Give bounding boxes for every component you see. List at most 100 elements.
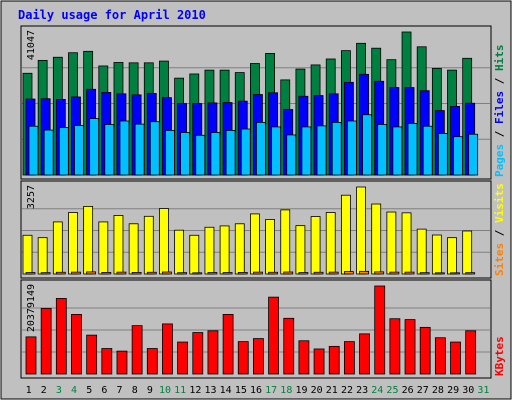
chart-panels: 41047 Pages / Files / Hits 3257 Sites / Vis…: [20, 25, 506, 379]
x-tick-label: 20: [311, 385, 323, 396]
x-tick-label: 25: [386, 385, 398, 396]
bar: [265, 219, 275, 275]
bar: [253, 271, 263, 275]
series-label-part: /: [493, 223, 506, 243]
bar: [89, 118, 100, 176]
bar: [55, 271, 66, 275]
x-tick-label: 17: [265, 385, 277, 396]
bar: [371, 203, 382, 275]
bar: [113, 215, 124, 275]
bar: [234, 223, 245, 275]
bar: [298, 272, 309, 275]
x-tick-label: 12: [189, 385, 201, 396]
bar: [52, 221, 63, 275]
bar: [419, 272, 430, 275]
bar: [43, 129, 54, 176]
x-tick-label: 14: [220, 385, 232, 396]
bar: [453, 136, 463, 176]
series-sites: [25, 270, 476, 275]
bar: [422, 125, 433, 176]
x-tick-label: 11: [174, 385, 186, 396]
bar: [134, 123, 145, 176]
bar: [283, 271, 294, 275]
bar: [192, 332, 204, 375]
bar: [131, 271, 142, 275]
x-tick-label: 28: [432, 385, 444, 396]
x-tick-label: 8: [132, 385, 138, 396]
panel-max-label: 3257: [26, 185, 37, 209]
bar: [253, 338, 264, 375]
x-tick-label: 19: [295, 385, 307, 396]
bar: [462, 230, 473, 275]
bar: [359, 333, 370, 375]
bar: [207, 272, 218, 275]
bar: [159, 208, 169, 275]
bar: [468, 133, 479, 176]
bar: [116, 271, 127, 275]
bar: [86, 271, 97, 275]
bar: [362, 114, 372, 176]
bar: [437, 133, 448, 176]
bar: [25, 336, 37, 375]
bar: [256, 121, 266, 176]
bar: [343, 271, 354, 275]
bar: [74, 125, 84, 176]
bar: [177, 341, 189, 375]
bar: [162, 271, 172, 275]
bar: [71, 271, 81, 275]
series-label-part: Hits: [493, 45, 506, 72]
bar: [295, 225, 306, 275]
bar: [434, 337, 446, 375]
bar: [143, 215, 154, 275]
bar: [313, 271, 324, 275]
series-label-part: /: [493, 71, 506, 91]
bar: [374, 285, 386, 375]
bar: [195, 134, 206, 176]
bar: [28, 125, 39, 176]
panel-max-label: 41047: [26, 30, 37, 60]
series-label-part: KBytes: [493, 336, 506, 376]
bar: [271, 126, 281, 176]
x-tick-label: 15: [235, 385, 247, 396]
x-axis-labels: 1 2 3 4 5 6 7 8 9 10 11 12 13 14 15 16 17 18 19 20 21 22 23 24 2…: [26, 385, 490, 396]
bar: [146, 271, 157, 275]
panel-series-label-text: Pages / Files / Hits: [493, 45, 506, 178]
series-label-part: Files: [493, 91, 506, 124]
x-tick-label: 2: [41, 385, 47, 396]
x-tick-label: 24: [371, 385, 383, 396]
x-tick-label: 18: [280, 385, 292, 396]
panel-max-label: 20379149: [26, 284, 37, 332]
series-label-part: Pages: [493, 144, 506, 177]
bar: [283, 317, 295, 375]
bar: [149, 121, 160, 176]
bar: [222, 314, 234, 375]
bar: [101, 348, 113, 375]
bar: [416, 228, 427, 275]
bar: [222, 272, 233, 275]
bar: [389, 271, 400, 275]
panel-visits-sites: 3257 Sites / Visits: [20, 180, 506, 279]
bar: [325, 212, 336, 275]
panel-hits-files-pages: 41047 Pages / Files / Hits: [20, 25, 506, 180]
bar: [237, 341, 249, 375]
bar: [286, 134, 297, 176]
bar: [71, 314, 82, 375]
x-tick-label: 6: [101, 385, 107, 396]
bar: [298, 340, 310, 375]
x-tick-label: 1: [26, 385, 32, 396]
panel-kbytes: 20379149 KBytes: [20, 279, 506, 379]
bar: [98, 221, 109, 275]
bar: [207, 330, 219, 375]
x-tick-label: 26: [402, 385, 414, 396]
bar: [101, 271, 112, 275]
bar: [250, 213, 260, 275]
x-tick-label: 31: [477, 385, 489, 396]
bar: [174, 229, 185, 275]
bar: [328, 271, 339, 275]
x-tick-label: 3: [56, 385, 62, 396]
x-tick-label: 21: [326, 385, 338, 396]
bar: [340, 194, 351, 275]
bar: [356, 186, 366, 275]
bar: [40, 272, 51, 275]
